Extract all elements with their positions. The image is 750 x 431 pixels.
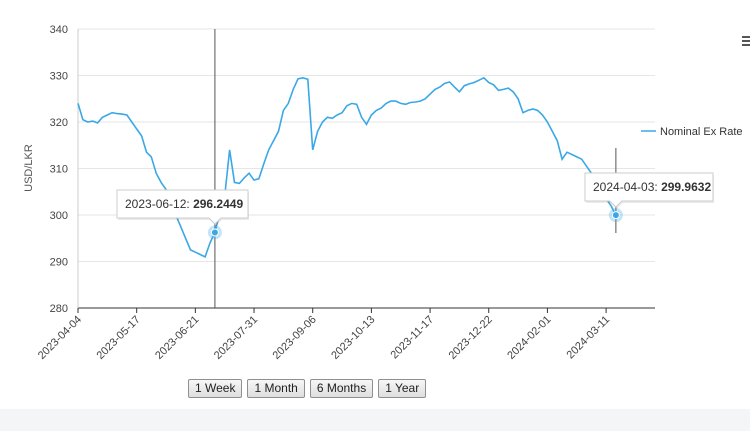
tooltips: 2023-06-12: 296.2449 2024-04-03: 299.9632 (116, 172, 714, 226)
legend[interactable]: Nominal Ex Rate (641, 126, 743, 138)
hover-point (611, 211, 620, 220)
x-tick-label: 2023-04-04 (36, 314, 84, 362)
range-button-6-months[interactable]: 6 Months (309, 379, 374, 398)
tooltip: 2024-04-03: 299.9632 (584, 172, 714, 209)
x-tick-label: 2023-06-21 (153, 314, 201, 362)
tooltip: 2023-06-12: 296.2449 (116, 189, 249, 226)
y-tick-label: 300 (50, 210, 68, 222)
tooltip-date: 2023-06-12: (125, 197, 193, 211)
y-tick-label: 330 (50, 71, 68, 83)
y-tick-label: 320 (50, 117, 68, 129)
x-tick-label: 2023-07-31 (212, 314, 260, 362)
series-line (77, 76, 617, 259)
tooltip-text: 2024-04-03: 299.9632 (593, 180, 711, 194)
y-tick-labels: 280 290 300 310 320 330 340 (50, 24, 68, 315)
x-tick-label: 2023-09-06 (271, 314, 319, 362)
y-axis-title: USD/LKR (23, 144, 35, 192)
x-tick-label: 2024-03-11 (565, 314, 613, 362)
footer-band (0, 409, 750, 431)
x-tick-label: 2024-02-01 (505, 314, 553, 362)
tooltip-box (584, 172, 714, 208)
range-selector: 1 Week 1 Month 6 Months 1 Year (188, 379, 427, 398)
tooltip-value: 299.9632 (661, 180, 711, 194)
legend-label: Nominal Ex Rate (660, 126, 743, 138)
menu-icon[interactable] (742, 36, 750, 47)
x-tick-label: 2023-10-13 (329, 314, 377, 362)
x-tick-label: 2023-11-17 (388, 314, 436, 362)
y-tick-label: 280 (50, 303, 68, 315)
tooltip-box (116, 189, 249, 225)
x-tick-label: 2023-05-17 (95, 314, 143, 362)
axes (77, 29, 655, 313)
range-button-1-year[interactable]: 1 Year (378, 379, 427, 398)
x-tick-label: 2023-12-22 (447, 314, 495, 362)
x-tick-labels: 2023-04-04 2023-05-17 2023-06-21 2023-07-31… (36, 314, 612, 362)
range-button-1-week[interactable]: 1 Week (188, 379, 243, 398)
tooltip-value: 296.2449 (193, 197, 243, 211)
tooltip-text: 2023-06-12: 296.2449 (125, 197, 243, 211)
hover-markers (207, 208, 623, 240)
hover-point (210, 228, 219, 237)
y-tick-label: 340 (50, 24, 68, 36)
grid-lines (78, 28, 655, 309)
y-tick-label: 310 (50, 164, 68, 176)
range-button-1-month[interactable]: 1 Month (247, 379, 305, 398)
tooltip-date: 2024-04-03: (593, 180, 661, 194)
y-tick-label: 290 (50, 257, 68, 269)
